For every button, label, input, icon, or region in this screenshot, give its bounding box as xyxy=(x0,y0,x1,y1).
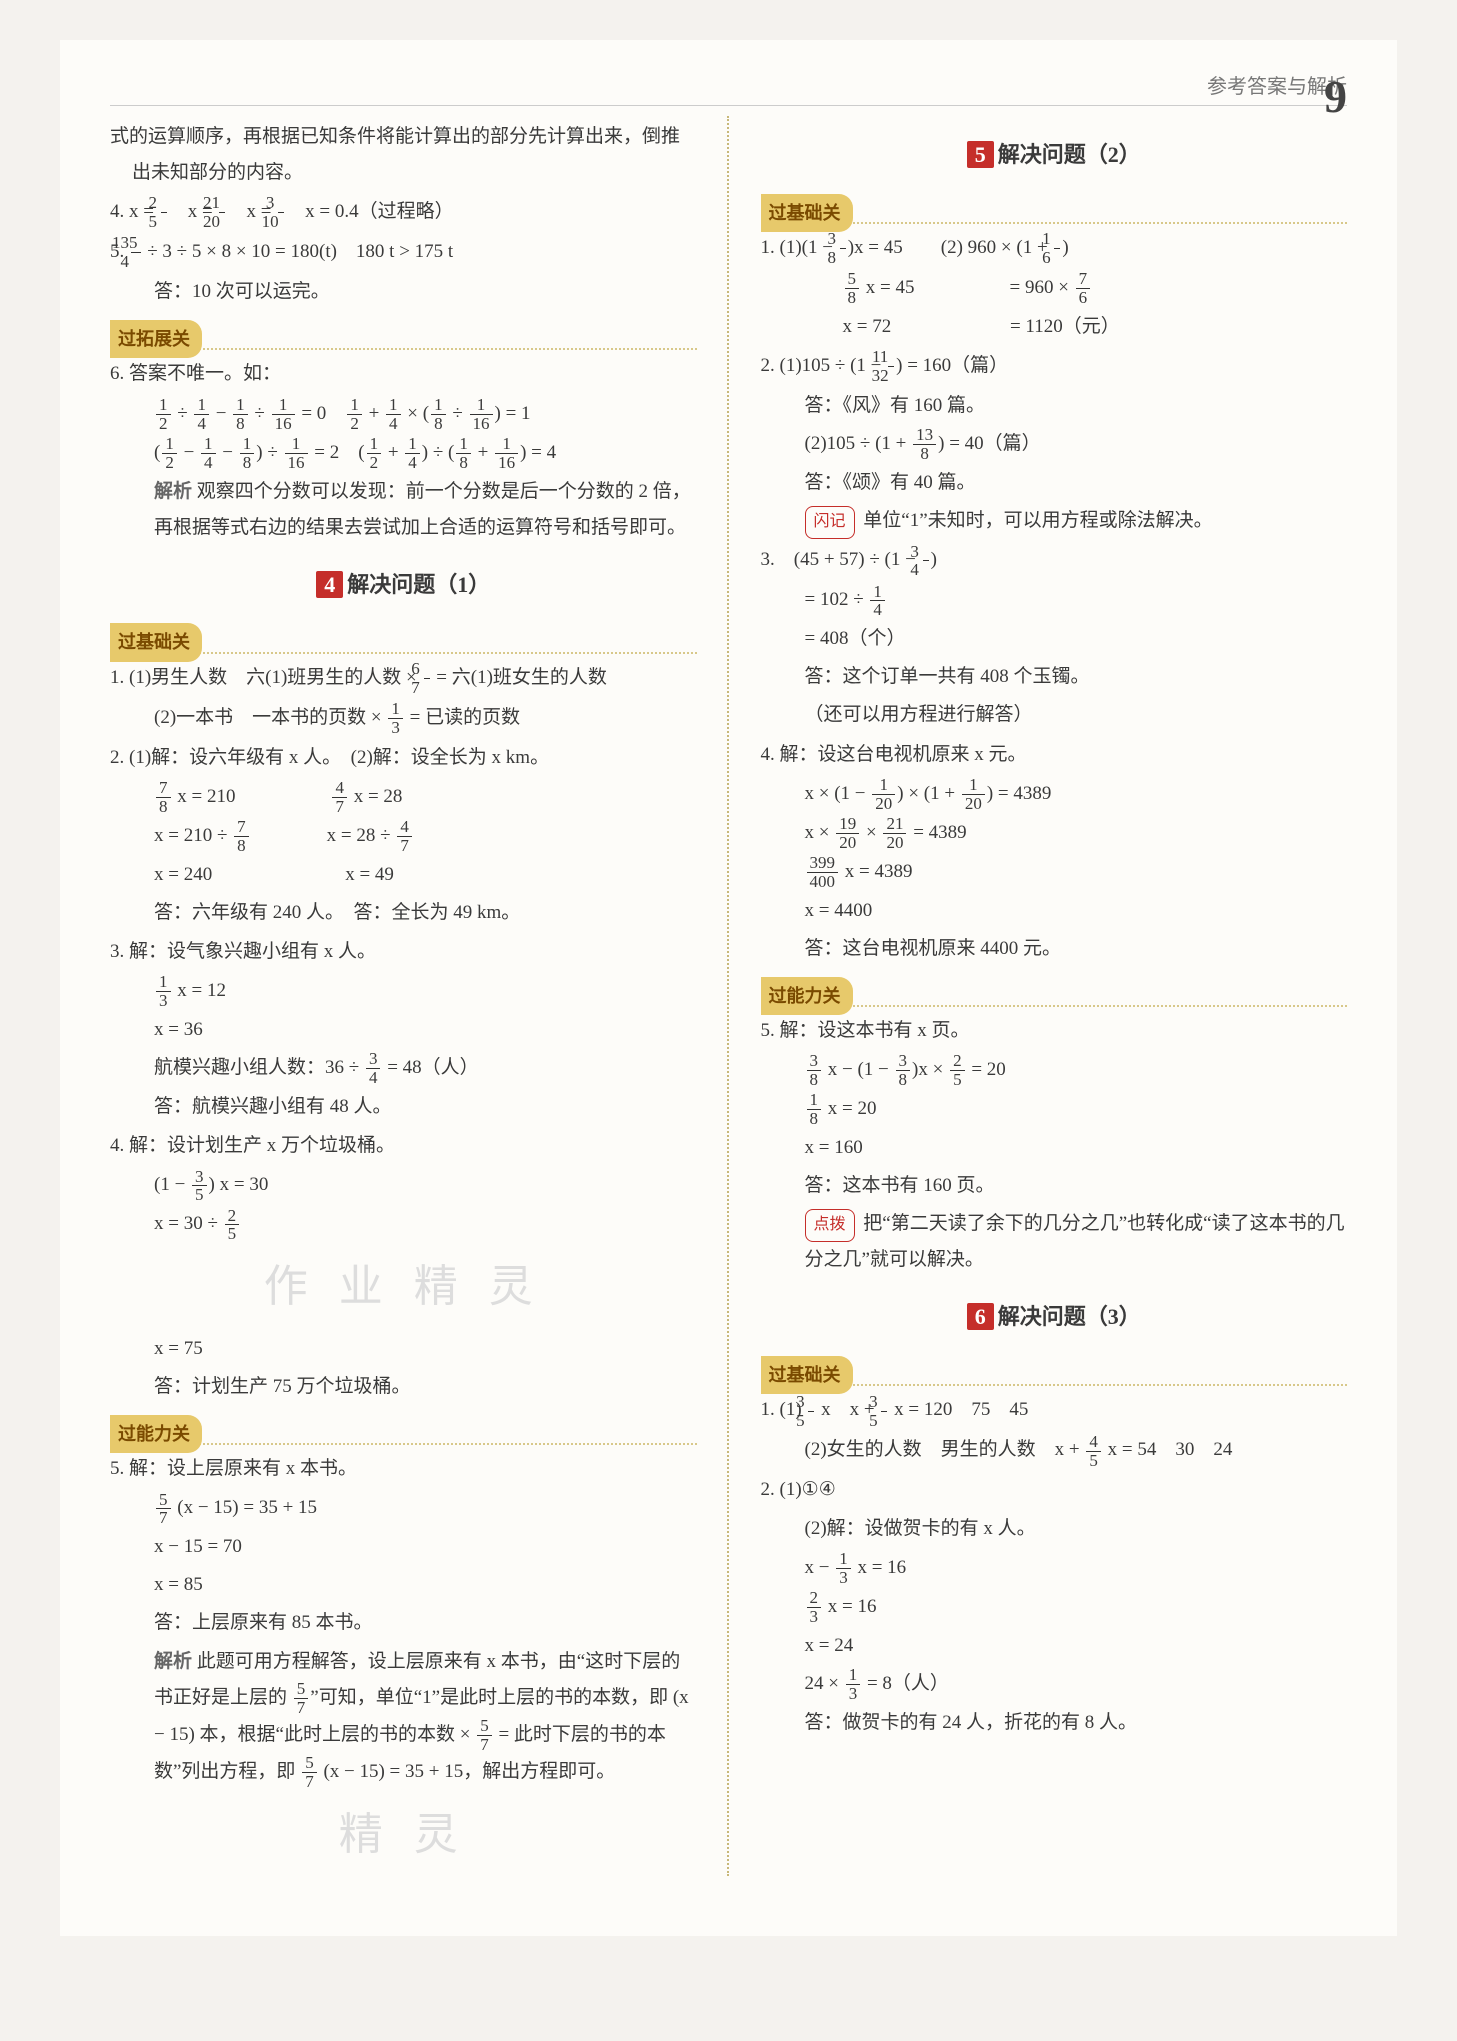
r2b: 答：《风》有 160 篇。 xyxy=(805,388,1348,424)
page: 9 参考答案与解析 式的运算顺序，再根据已知条件将能计算出的部分先计算出来，倒推… xyxy=(60,40,1397,1936)
tip-label: 点拨 xyxy=(805,1209,855,1241)
s4-5f: 解析 此题可用方程解答，设上层原来有 x 本书，由“这时下层的书正好是上层的 5… xyxy=(154,1644,697,1791)
tag-jichu-r2: 过基础关 xyxy=(761,1356,853,1394)
sec6-num: 6 xyxy=(967,1303,994,1330)
r3e: （还可以用方程进行解答） xyxy=(805,697,1348,733)
s4-5f-text: 此题可用方程解答，设上层原来有 x 本书，由“这时下层的书正好是上层的 57”可… xyxy=(154,1651,689,1782)
r4d: 399400 x = 4389 xyxy=(805,854,1348,891)
q6d-text: 观察四个分数可以发现：前一个分数是后一个分数的 2 倍，再根据等式右边的结果去尝… xyxy=(154,481,691,538)
tip: 点拨 把“第二天读了余下的几分之几”也转化成“读了这本书的几分之几”就可以解决。 xyxy=(805,1206,1348,1278)
s4-3d: 航模兴趣小组人数：36 ÷ 34 = 48（人） xyxy=(154,1050,697,1087)
r5d: x = 160 xyxy=(805,1130,1348,1166)
r5a: 5. 解：设这本书有 x 页。 xyxy=(783,1013,1348,1049)
s4-3e: 答：航模兴趣小组有 48 人。 xyxy=(154,1089,697,1125)
analysis-label: 解析 xyxy=(154,481,192,502)
r3a: 3. (45 + 57) ÷ (1 − 34) xyxy=(783,542,1348,579)
sec4-title: 解决问题（1） xyxy=(347,572,490,597)
tip-text: 把“第二天读了余下的几分之几”也转化成“读了这本书的几分之几”就可以解决。 xyxy=(805,1213,1345,1270)
s6-2e: x = 24 xyxy=(805,1628,1348,1664)
r3d: 答：这个订单一共有 408 个玉镯。 xyxy=(805,659,1348,695)
s6-1b: (2)女生的人数 男生的人数 x + 45 x = 54 30 24 xyxy=(805,1432,1348,1469)
analysis-label: 解析 xyxy=(154,1651,192,1672)
s4-4a: 4. 解：设计划生产 x 万个垃圾桶。 xyxy=(132,1128,697,1164)
r1b: 58 x = 45 = 960 × 76 xyxy=(805,270,1348,307)
s4-2e: 答：六年级有 240 人。 答：全长为 49 km。 xyxy=(154,895,697,931)
header-title: 参考答案与解析 xyxy=(110,70,1347,106)
r4a: 4. 解：设这台电视机原来 x 元。 xyxy=(783,737,1348,773)
flash-text: 单位“1”未知时，可以用方程或除法解决。 xyxy=(863,510,1212,531)
q6a: 6. 答案不唯一。如： xyxy=(132,356,697,392)
s4-5e: 答：上层原来有 85 本书。 xyxy=(154,1605,697,1641)
left-column: 式的运算顺序，再根据已知条件将能计算出的部分先计算出来，倒推出未知部分的内容。 … xyxy=(110,116,697,1876)
s4-4e: 答：计划生产 75 万个垃圾桶。 xyxy=(154,1369,697,1405)
s6-2b: (2)解：设做贺卡的有 x 人。 xyxy=(805,1511,1348,1547)
s4-5b: 57 (x − 15) = 35 + 15 xyxy=(154,1490,697,1527)
s4-4c: x = 30 ÷ 25 xyxy=(154,1206,697,1243)
watermark: 精 灵 xyxy=(110,1793,697,1877)
tag-jichu-l: 过基础关 xyxy=(110,623,202,661)
s4-1a: 1. (1)男生人数 六(1)班男生的人数 × 67 = 六(1)班女生的人数 xyxy=(132,660,697,697)
s4-2a: 2. (1)解：设六年级有 x 人。 (2)解：设全长为 x km。 xyxy=(132,740,697,776)
s4-2c: x = 210 ÷ 78 x = 28 ÷ 47 xyxy=(154,818,697,855)
section-5-title: 5解决问题（2） xyxy=(761,134,1348,176)
s4-3b: 13 x = 12 xyxy=(154,973,697,1010)
watermark: 作 业 精 灵 xyxy=(110,1245,697,1329)
tag-nengli-l: 过能力关 xyxy=(110,1415,202,1453)
r2d: 答：《颂》有 40 篇。 xyxy=(805,465,1348,501)
s6-2a: 2. (1)①④ xyxy=(783,1472,1348,1508)
s6-2f: 24 × 13 = 8（人） xyxy=(805,1666,1348,1703)
sec5-num: 5 xyxy=(967,141,994,168)
q5b: 答：10 次可以运完。 xyxy=(154,274,697,310)
q5a: 5. 1354 ÷ 3 ÷ 5 × 8 × 10 = 180(t) 180 t … xyxy=(132,234,697,271)
intro-text: 式的运算顺序，再根据已知条件将能计算出的部分先计算出来，倒推出未知部分的内容。 xyxy=(132,119,697,191)
r3b: = 102 ÷ 14 xyxy=(805,582,1348,619)
s4-4b: (1 − 35) x = 30 xyxy=(154,1167,697,1204)
tag-tuozhan: 过拓展关 xyxy=(110,320,202,358)
s4-5d: x = 85 xyxy=(154,1567,697,1603)
r4e: x = 4400 xyxy=(805,893,1348,929)
s4-2b: 78 x = 210 47 x = 28 xyxy=(154,779,697,816)
r4b: x × (1 − 120) × (1 + 120) = 4389 xyxy=(805,776,1348,813)
page-number: 9 xyxy=(1324,70,1347,123)
r1a: 1. (1)(1 − 38)x = 45 (2) 960 × (1 + 16) xyxy=(783,230,1348,267)
two-columns: 式的运算顺序，再根据已知条件将能计算出的部分先计算出来，倒推出未知部分的内容。 … xyxy=(110,116,1347,1876)
s6-2g: 答：做贺卡的有 24 人，折花的有 8 人。 xyxy=(805,1705,1348,1741)
s4-2d: x = 240 x = 49 xyxy=(154,857,697,893)
column-separator xyxy=(727,116,731,1876)
r1c: x = 72 = 1120（元） xyxy=(805,309,1348,345)
q6d: 解析 观察四个分数可以发现：前一个分数是后一个分数的 2 倍，再根据等式右边的结… xyxy=(154,474,697,546)
q6c: (12 − 14 − 18) ÷ 116 = 2 (12 + 14) ÷ (18… xyxy=(154,435,697,472)
r2c: (2)105 ÷ (1 + 138) = 40（篇） xyxy=(805,426,1348,463)
sec4-num: 4 xyxy=(316,571,343,598)
flash-label: 闪记 xyxy=(805,506,855,538)
q6b: 12 ÷ 14 − 18 ÷ 116 = 0 12 + 14 × (18 ÷ 1… xyxy=(154,396,697,433)
s4-1b: (2)一本书 一本书的页数 × 13 = 已读的页数 xyxy=(154,700,697,737)
s4-3c: x = 36 xyxy=(154,1012,697,1048)
tag-jichu-r: 过基础关 xyxy=(761,194,853,232)
section-6-title: 6解决问题（3） xyxy=(761,1296,1348,1338)
r5c: 18 x = 20 xyxy=(805,1091,1348,1128)
r4c: x × 1920 × 2120 = 4389 xyxy=(805,815,1348,852)
r3c: = 408（个） xyxy=(805,621,1348,657)
s4-5a: 5. 解：设上层原来有 x 本书。 xyxy=(132,1451,697,1487)
flash: 闪记 单位“1”未知时，可以用方程或除法解决。 xyxy=(805,503,1348,539)
r5e: 答：这本书有 160 页。 xyxy=(805,1168,1348,1204)
r4f: 答：这台电视机原来 4400 元。 xyxy=(805,931,1348,967)
s4-4d: x = 75 xyxy=(154,1331,697,1367)
r2a: 2. (1)105 ÷ (1 − 1132) = 160（篇） xyxy=(783,348,1348,385)
s6-2d: 23 x = 16 xyxy=(805,1589,1348,1626)
s4-5c: x − 15 = 70 xyxy=(154,1529,697,1565)
r5b: 38 x − (1 − 38)x × 25 = 20 xyxy=(805,1052,1348,1089)
sec6-title: 解决问题（3） xyxy=(998,1304,1141,1329)
right-column: 5解决问题（2） 过基础关 1. (1)(1 − 38)x = 45 (2) 9… xyxy=(761,116,1348,1876)
s6-1a: 1. (1) 35 x x + 35 x = 120 75 45 xyxy=(783,1392,1348,1429)
tag-nengli-r: 过能力关 xyxy=(761,977,853,1015)
section-4-title: 4解决问题（1） xyxy=(110,564,697,606)
sec5-title: 解决问题（2） xyxy=(998,142,1141,167)
s6-2c: x − 13 x = 16 xyxy=(805,1550,1348,1587)
q4: 4. x = 25 x = 2120 x = 310 x = 0.4（过程略） xyxy=(132,194,697,231)
s4-3a: 3. 解：设气象兴趣小组有 x 人。 xyxy=(132,934,697,970)
